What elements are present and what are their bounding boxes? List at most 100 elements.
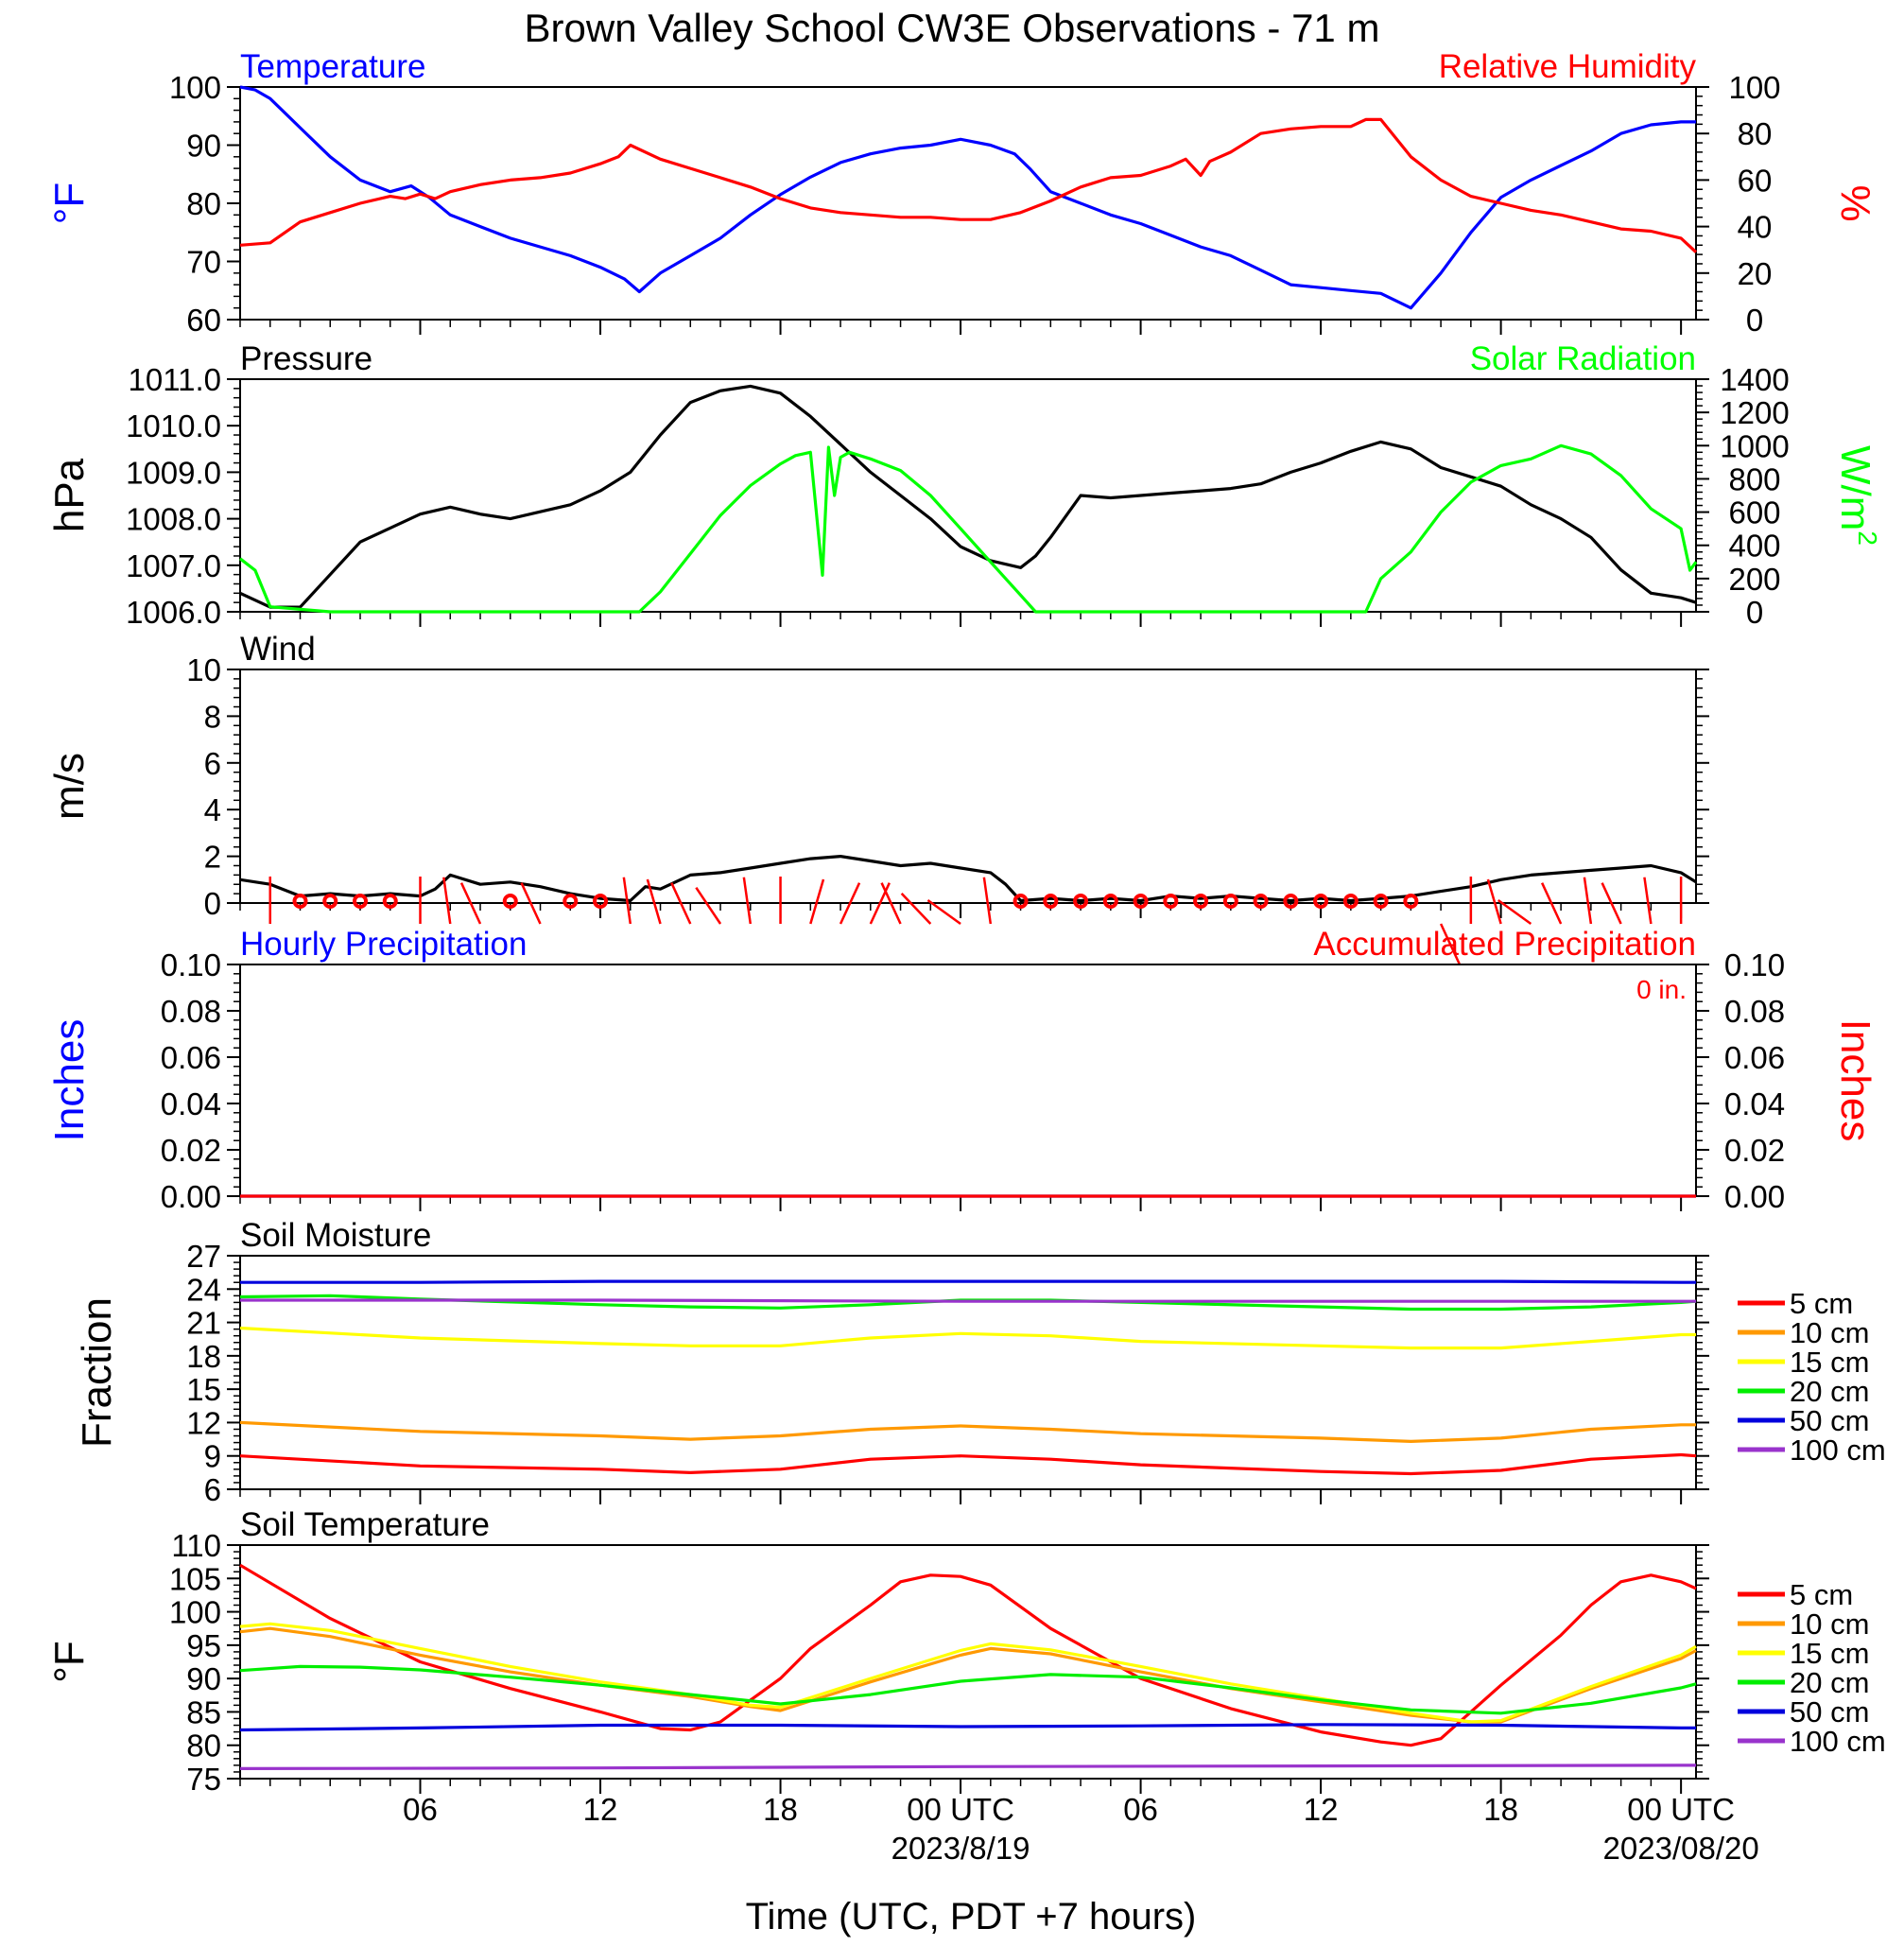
series-line-temp_rh-1 bbox=[239, 117, 1698, 253]
y-tick-label: 0.02 bbox=[161, 1133, 221, 1168]
wind-calm-marker bbox=[502, 894, 518, 909]
y-tick-label: 85 bbox=[186, 1694, 221, 1729]
panel-left-title: Temperature bbox=[240, 48, 425, 85]
wind-calm-marker bbox=[1043, 894, 1059, 909]
wind-barb bbox=[1439, 923, 1462, 965]
y-tick-label: 1007.0 bbox=[126, 548, 221, 583]
y-axis-label: hPa bbox=[46, 458, 93, 532]
y-tick-label: 24 bbox=[186, 1272, 221, 1307]
series-line-soil_temp-2 bbox=[239, 1622, 1697, 1724]
legend-item: 15 cm bbox=[1790, 1637, 1869, 1670]
panel-temp_rh: 60 70 80 90 100 0 20 40 60 80 100 Temperature Relati… bbox=[46, 48, 1878, 338]
plot-frame bbox=[239, 86, 1697, 321]
figure-title: Brown Valley School CW3E Observations - … bbox=[525, 6, 1380, 50]
wind-barb bbox=[1486, 878, 1502, 925]
y2-tick-label: 0.00 bbox=[1724, 1179, 1785, 1214]
wind-barb bbox=[670, 882, 692, 925]
wind-barb bbox=[926, 898, 961, 926]
y-axis-label: Fraction bbox=[74, 1297, 120, 1448]
panel-left-title: Soil Moisture bbox=[240, 1217, 431, 1254]
y-tick-label: 1008.0 bbox=[126, 502, 221, 537]
y-tick-label: 1009.0 bbox=[126, 455, 221, 490]
y2-tick-label: 1200 bbox=[1720, 395, 1789, 430]
y-tick-label: 90 bbox=[186, 129, 221, 164]
wind-calm-marker bbox=[1222, 894, 1238, 909]
y-tick-label: 60 bbox=[186, 303, 221, 338]
series-line-soil_moist-0 bbox=[239, 1452, 1697, 1476]
wind-calm-marker bbox=[1133, 894, 1149, 909]
legend-item: 100 cm bbox=[1790, 1433, 1886, 1467]
y-tick-label: 90 bbox=[186, 1661, 221, 1696]
wind-barb bbox=[1540, 882, 1563, 925]
panel-left-title: Wind bbox=[240, 631, 316, 668]
wind-barb bbox=[1583, 877, 1593, 925]
x-date-label: 2023/08/20 bbox=[1603, 1831, 1759, 1866]
wind-barb bbox=[839, 882, 861, 925]
wind-calm-marker bbox=[292, 894, 308, 909]
x-tick-label: 18 bbox=[763, 1792, 798, 1827]
wind-calm-marker bbox=[563, 894, 579, 909]
plot-frame bbox=[239, 378, 1697, 613]
wind-calm-marker bbox=[1013, 894, 1029, 909]
y2-tick-label: 800 bbox=[1728, 461, 1780, 496]
y2-tick-label: 0.02 bbox=[1724, 1133, 1785, 1168]
y2-axis-label-text: % bbox=[1832, 184, 1878, 221]
legend-item: 20 cm bbox=[1790, 1666, 1869, 1699]
panel-precip: 0.00 0.02 0.04 0.06 0.08 0.10 0.00 0.02 0.04 0.06… bbox=[46, 926, 1878, 1214]
y-tick-label: 95 bbox=[186, 1628, 221, 1663]
y-tick-label: 0.04 bbox=[161, 1086, 221, 1121]
legend-item: 20 cm bbox=[1790, 1375, 1869, 1408]
series-line-wind-0 bbox=[239, 854, 1697, 903]
y-tick-label: 110 bbox=[171, 1528, 221, 1563]
wind-barb bbox=[869, 882, 891, 925]
wind-calm-marker bbox=[1193, 894, 1209, 909]
x-tick-label: 18 bbox=[1483, 1792, 1518, 1827]
y-tick-label: 1006.0 bbox=[126, 595, 221, 630]
y-tick-label: 0.00 bbox=[161, 1179, 221, 1214]
y2-tick-label: 600 bbox=[1728, 495, 1780, 530]
wind-calm-marker bbox=[593, 894, 609, 909]
series-line-temp_rh-0 bbox=[239, 85, 1696, 310]
y2-tick-label: 80 bbox=[1738, 116, 1773, 151]
panel-right-title: Relative Humidity bbox=[1439, 48, 1697, 85]
y-axis-label: °F bbox=[46, 1641, 93, 1682]
panel-left-title: Hourly Precipitation bbox=[240, 926, 527, 963]
wind-calm-marker bbox=[1253, 894, 1269, 909]
x-axis-label: Time (UTC, PDT +7 hours) bbox=[746, 1896, 1197, 1937]
y2-tick-label: 0.06 bbox=[1724, 1040, 1785, 1075]
y-tick-label: 0.10 bbox=[161, 947, 221, 982]
y2-axis-label-text: Inches bbox=[1832, 1019, 1878, 1142]
plot-frame bbox=[239, 1255, 1697, 1490]
panel-left-title: Soil Temperature bbox=[240, 1506, 490, 1543]
y2-tick-label: 20 bbox=[1738, 256, 1773, 291]
y2-tick-label: 60 bbox=[1738, 163, 1773, 198]
y-tick-label: 70 bbox=[186, 245, 221, 280]
y-tick-label: 4 bbox=[204, 792, 221, 827]
y2-axis-label-sup: 2 bbox=[1853, 530, 1882, 546]
y-axis-label: °F bbox=[46, 182, 93, 224]
y-tick-label: 0.06 bbox=[161, 1040, 221, 1075]
legend-item: 15 cm bbox=[1790, 1346, 1869, 1379]
y-tick-label: 12 bbox=[186, 1405, 221, 1440]
panel-press_solar: 1006.0 1007.0 1008.0 1009.0 1010.0 1011.0 0200… bbox=[46, 340, 1882, 630]
x-tick-label: 12 bbox=[583, 1792, 618, 1827]
wind-calm-marker bbox=[1403, 894, 1419, 909]
y2-tick-label: 40 bbox=[1738, 210, 1773, 245]
legend-item: 10 cm bbox=[1790, 1316, 1869, 1349]
legend-item: 5 cm bbox=[1790, 1578, 1853, 1611]
wind-calm-marker bbox=[382, 894, 398, 909]
wind-calm-marker bbox=[1283, 894, 1299, 909]
y-axis-label: Inches bbox=[46, 1019, 93, 1142]
y-tick-label: 1010.0 bbox=[126, 408, 221, 443]
y-tick-label: 100 bbox=[169, 1595, 221, 1630]
legend-item: 10 cm bbox=[1790, 1607, 1869, 1641]
y-tick-label: 15 bbox=[186, 1372, 221, 1407]
panel-right-title: Accumulated Precipitation bbox=[1313, 926, 1696, 963]
wind-barb bbox=[646, 878, 662, 925]
wind-barb bbox=[880, 882, 902, 925]
panel-wind: 0 2 4 6 8 10 Wind m/s bbox=[46, 631, 1709, 965]
plot-frame bbox=[239, 669, 1697, 904]
y-tick-label: 6 bbox=[204, 1472, 221, 1507]
y-tick-label: 100 bbox=[169, 70, 221, 105]
